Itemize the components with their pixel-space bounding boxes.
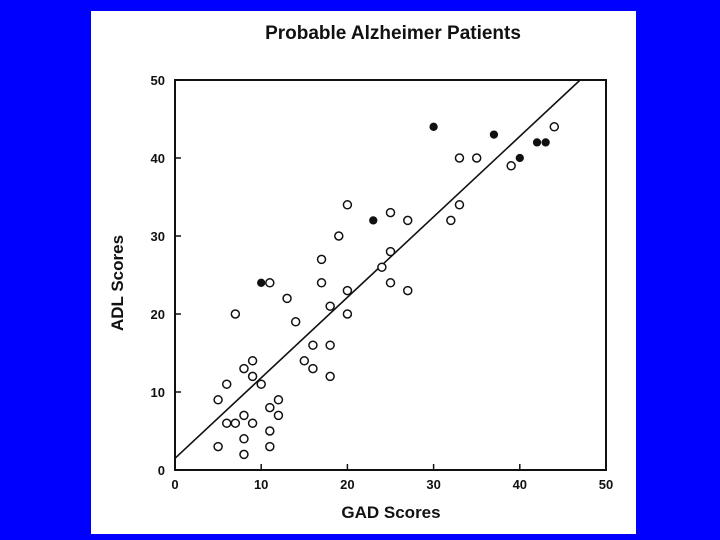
open-data-point — [308, 340, 318, 350]
open-data-point — [402, 215, 413, 226]
filled-data-point — [429, 122, 438, 131]
chart-panel: Probable Alzheimer Patients 0 10 20 30 40 50 0… — [91, 11, 636, 534]
open-data-point — [230, 309, 241, 319]
open-data-point — [265, 426, 275, 436]
open-data-point — [308, 363, 318, 374]
x-axis-label: GAD Scores — [341, 503, 440, 522]
scatter-chart: Probable Alzheimer Patients 0 10 20 30 40 500… — [108, 23, 614, 522]
open-data-point — [265, 402, 275, 413]
open-data-point — [506, 161, 516, 171]
open-data-point — [385, 278, 396, 288]
open-data-point — [316, 278, 327, 288]
open-data-point — [221, 418, 232, 428]
open-data-point — [454, 200, 465, 210]
filled-data-point — [489, 130, 499, 139]
filled-data-point — [369, 216, 378, 225]
open-data-point — [247, 371, 258, 382]
open-data-point — [342, 309, 353, 319]
y-tick-label: 50 — [151, 73, 165, 88]
y-tick-label: 30 — [151, 229, 165, 244]
y-tick-label: 10 — [151, 385, 165, 400]
open-data-point — [325, 340, 335, 350]
open-data-point — [385, 246, 396, 257]
open-data-point — [273, 395, 284, 405]
open-data-point — [334, 231, 344, 241]
open-data-point — [213, 395, 223, 405]
open-data-point — [402, 285, 413, 296]
y-axis-label: ADL Scores — [108, 235, 127, 331]
open-data-point — [325, 371, 335, 382]
open-data-point — [325, 301, 335, 311]
chart-title: Probable Alzheimer Patients — [265, 23, 521, 44]
filled-data-point — [515, 153, 524, 163]
filled-data-point — [532, 138, 542, 147]
open-data-point — [471, 153, 482, 163]
x-tick-label: 0 — [171, 477, 178, 492]
axis-ticks: 0 10 20 30 40 50 0 10 20 30 40 50 — [151, 73, 614, 492]
open-data-point — [239, 434, 249, 444]
open-data-point — [239, 449, 249, 460]
open-data-point — [282, 293, 292, 304]
open-data-point — [454, 153, 465, 163]
data-points — [174, 79, 581, 460]
x-tick-label: 40 — [513, 477, 527, 492]
open-data-point — [265, 441, 275, 452]
open-data-point — [247, 418, 258, 428]
open-data-point — [247, 356, 258, 366]
open-data-point — [239, 363, 249, 374]
open-data-point — [213, 441, 223, 452]
filled-data-point — [541, 138, 550, 147]
y-tick-label: 0 — [158, 463, 165, 478]
open-data-point — [446, 215, 456, 226]
open-data-point — [342, 285, 353, 296]
open-data-point — [230, 418, 241, 428]
filled-data-point — [257, 278, 266, 287]
x-tick-label: 10 — [254, 477, 268, 492]
open-data-point — [299, 356, 310, 366]
open-data-point — [385, 207, 396, 218]
open-data-point — [377, 262, 387, 272]
open-data-point — [549, 122, 560, 132]
x-tick-label: 50 — [599, 477, 613, 492]
open-data-point — [290, 317, 301, 327]
x-tick-label: 20 — [340, 477, 354, 492]
y-tick-label: 20 — [151, 307, 165, 322]
open-data-point — [256, 379, 266, 389]
x-tick-label: 30 — [426, 477, 440, 492]
open-data-point — [221, 379, 232, 389]
open-data-point — [342, 200, 353, 210]
open-data-point — [265, 278, 275, 288]
y-tick-label: 40 — [151, 151, 165, 166]
open-data-point — [316, 254, 327, 265]
open-data-point — [239, 410, 249, 421]
open-data-point — [273, 410, 284, 421]
plot-frame — [174, 79, 607, 471]
